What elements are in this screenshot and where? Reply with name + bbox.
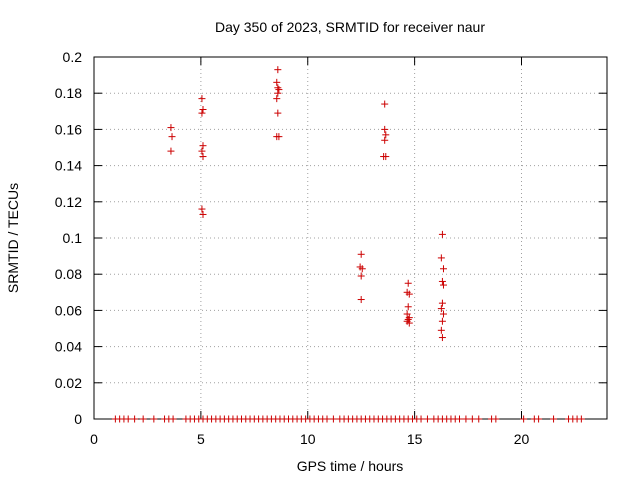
data-point bbox=[169, 415, 177, 423]
data-point bbox=[438, 230, 446, 238]
data-point bbox=[520, 415, 528, 423]
x-tick-labels: 0 5 10 15 20 bbox=[90, 431, 529, 447]
data-point bbox=[475, 415, 483, 423]
x-tick-label: 5 bbox=[197, 431, 205, 447]
data-point bbox=[404, 303, 412, 311]
data-point bbox=[273, 95, 281, 103]
x-tick-label: 10 bbox=[300, 431, 316, 447]
data-point bbox=[550, 415, 558, 423]
y-tick-label: 0.08 bbox=[55, 266, 82, 282]
y-tick-label: 0.2 bbox=[63, 49, 83, 65]
data-point bbox=[357, 296, 365, 304]
data-point bbox=[198, 205, 206, 213]
data-point bbox=[357, 272, 365, 280]
data-point bbox=[273, 78, 281, 86]
data-point bbox=[535, 415, 543, 423]
data-point bbox=[438, 334, 446, 342]
data-point bbox=[131, 415, 139, 423]
axis-ticks bbox=[93, 56, 607, 420]
data-point bbox=[275, 86, 283, 94]
data-point bbox=[439, 281, 447, 289]
y-tick-label: 0 bbox=[74, 411, 82, 427]
data-point bbox=[405, 319, 413, 327]
grid-lines bbox=[94, 57, 607, 419]
data-point bbox=[274, 109, 282, 117]
data-point bbox=[439, 310, 447, 318]
data-point bbox=[438, 277, 446, 285]
data-point bbox=[439, 265, 447, 273]
data-points bbox=[111, 66, 585, 423]
data-point bbox=[199, 105, 207, 113]
data-point bbox=[404, 279, 412, 287]
y-tick-label: 0.18 bbox=[55, 85, 82, 101]
y-tick-label: 0.04 bbox=[55, 339, 82, 355]
data-point bbox=[275, 133, 283, 141]
data-point bbox=[382, 153, 390, 161]
data-point bbox=[329, 415, 337, 423]
data-point bbox=[198, 95, 206, 103]
data-point bbox=[404, 315, 412, 323]
data-point bbox=[438, 317, 446, 325]
chart-title: Day 350 of 2023, SRMTID for receiver nau… bbox=[215, 19, 485, 35]
data-point bbox=[381, 136, 389, 144]
data-point bbox=[358, 265, 366, 273]
data-point bbox=[139, 415, 147, 423]
data-point bbox=[437, 254, 445, 262]
y-axis-label: SRMTID / TECUs bbox=[5, 183, 21, 293]
data-point bbox=[456, 415, 464, 423]
data-point bbox=[357, 250, 365, 258]
x-tick-label: 15 bbox=[407, 431, 423, 447]
data-point bbox=[437, 326, 445, 334]
data-point bbox=[167, 124, 175, 132]
data-point bbox=[382, 131, 390, 139]
data-point bbox=[167, 147, 175, 155]
y-tick-label: 0.16 bbox=[55, 121, 82, 137]
data-point bbox=[438, 299, 446, 307]
data-point bbox=[403, 310, 411, 318]
data-point bbox=[423, 415, 431, 423]
data-point bbox=[323, 415, 331, 423]
x-tick-label: 0 bbox=[90, 431, 98, 447]
y-tick-label: 0.02 bbox=[55, 375, 82, 391]
data-point bbox=[168, 133, 176, 141]
data-point bbox=[492, 415, 500, 423]
y-tick-labels: 0 0.02 0.04 0.06 0.08 0.1 0.12 0.14 0.16 0.18 0.2 bbox=[55, 49, 82, 427]
y-tick-label: 0.14 bbox=[55, 158, 82, 174]
data-point bbox=[199, 153, 207, 161]
y-tick-label: 0.06 bbox=[55, 302, 82, 318]
data-point bbox=[199, 142, 207, 150]
data-point bbox=[274, 89, 282, 97]
data-point bbox=[577, 415, 585, 423]
data-point bbox=[468, 415, 476, 423]
data-point bbox=[417, 415, 425, 423]
y-tick-label: 0.1 bbox=[63, 230, 83, 246]
data-point bbox=[462, 415, 470, 423]
x-axis-label: GPS time / hours bbox=[297, 458, 404, 474]
data-point bbox=[405, 290, 413, 298]
data-point bbox=[198, 109, 206, 117]
data-point bbox=[124, 415, 132, 423]
y-tick-label: 0.12 bbox=[55, 194, 82, 210]
data-point bbox=[381, 100, 389, 108]
data-point bbox=[198, 147, 206, 155]
data-point bbox=[274, 66, 282, 74]
data-point bbox=[199, 210, 207, 218]
data-point bbox=[150, 415, 158, 423]
data-point bbox=[437, 305, 445, 313]
x-tick-label: 20 bbox=[514, 431, 530, 447]
data-point bbox=[381, 125, 389, 133]
